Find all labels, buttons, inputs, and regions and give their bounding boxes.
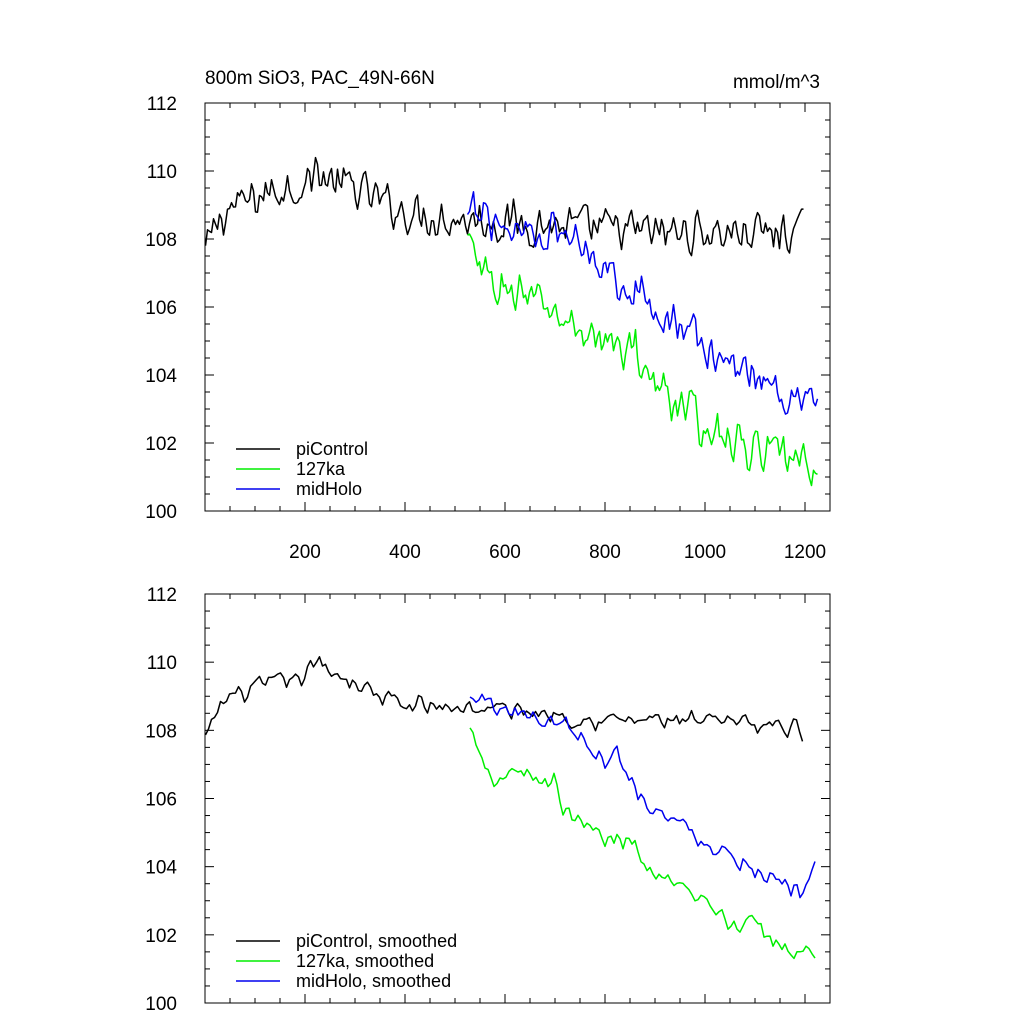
y-tick-label: 100	[145, 994, 177, 1015]
top-y-axis: 100 102 104 106 108 110 112	[145, 94, 830, 523]
top-panel: 100 102 104 106 108 110 112 200 400 600 800 1000 12…	[145, 94, 831, 563]
legend-label: piControl	[296, 439, 368, 459]
y-tick-label: 108	[145, 721, 177, 742]
legend-label: midHolo	[296, 479, 362, 499]
x-tick-label: 800	[589, 542, 621, 563]
y-tick-label: 102	[145, 926, 177, 947]
x-tick-label: 1000	[684, 542, 726, 563]
bottom-panel: 100 102 104 106 108 110 112 piControl, smoothe…	[145, 585, 831, 1015]
top-x-axis: 200 400 600 800 1000 1200	[204, 103, 831, 563]
y-tick-label: 110	[147, 162, 177, 183]
bottom-x-axis	[204, 594, 831, 1003]
legend-label: piControl, smoothed	[296, 931, 457, 951]
y-tick-label: 112	[147, 585, 177, 606]
y-tick-label: 102	[145, 434, 177, 455]
y-tick-label: 108	[145, 230, 177, 251]
y-tick-label: 104	[145, 366, 177, 387]
x-tick-label: 1200	[784, 542, 826, 563]
y-tick-label: 112	[147, 94, 177, 115]
legend-label: 127ka, smoothed	[296, 951, 434, 971]
y-tick-label: 100	[145, 502, 177, 523]
series-line-127ka	[467, 233, 818, 487]
x-tick-label: 600	[489, 542, 521, 563]
bottom-y-axis: 100 102 104 106 108 110 112	[145, 585, 830, 1015]
legend-label: midHolo, smoothed	[296, 971, 451, 991]
legend-label: 127ka	[296, 459, 346, 479]
series-line-piControl	[204, 156, 804, 257]
series-line-piControl	[204, 656, 804, 742]
y-tick-label: 106	[145, 298, 177, 319]
units-label: mmol/m^3	[733, 72, 820, 93]
x-tick-label: 400	[389, 542, 421, 563]
series-line-midHolo	[466, 191, 819, 415]
y-tick-label: 104	[145, 858, 177, 879]
y-tick-label: 110	[147, 653, 177, 674]
x-tick-label: 200	[289, 542, 321, 563]
y-tick-label: 106	[145, 790, 177, 811]
figure-title: 800m SiO3, PAC_49N-66N	[205, 68, 435, 89]
series-line-midHolo	[469, 693, 816, 899]
series-line-127ka	[469, 727, 816, 960]
